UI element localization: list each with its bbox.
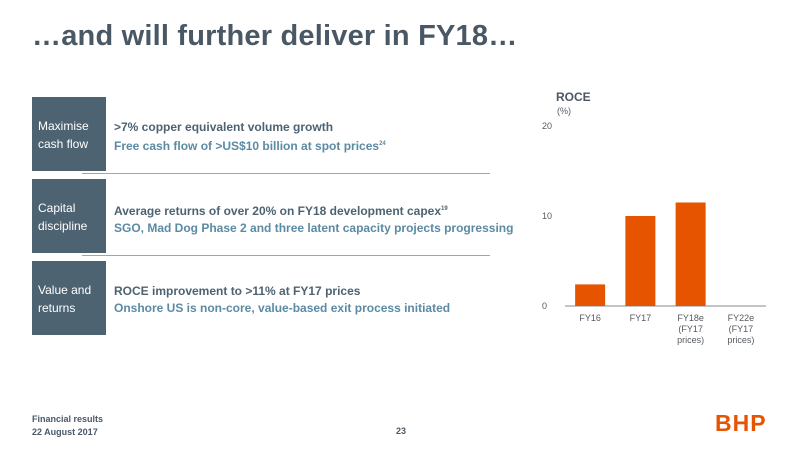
x-tick-label: FY18e (FY17 prices) bbox=[677, 313, 704, 345]
line-1-text: Average returns of over 20% on FY18 deve… bbox=[114, 204, 442, 218]
row-line-1: Average returns of over 20% on FY18 deve… bbox=[114, 201, 524, 220]
row-text: ROCE improvement to >11% at FY17 prices … bbox=[114, 283, 524, 317]
divider bbox=[82, 255, 490, 256]
roce-chart: ROCE (%) 0 10 20 FY16 FY17 FY18e (FY17 prices) F… bbox=[530, 88, 780, 358]
footnote-ref: 19 bbox=[441, 206, 448, 212]
footnote-ref: 24 bbox=[379, 141, 386, 147]
row-line-2: Onshore US is non-core, value-based exit… bbox=[114, 300, 524, 317]
row-label: Value and returns bbox=[32, 261, 106, 335]
line-2-text: Onshore US is non-core, value-based exit… bbox=[114, 301, 451, 315]
x-tick-label: FY17 bbox=[630, 313, 652, 323]
row-label: Capital discipline bbox=[32, 179, 106, 253]
divider bbox=[82, 173, 490, 174]
x-tick-label: FY16 bbox=[579, 313, 601, 323]
bar-fy16 bbox=[575, 284, 606, 306]
footer-date: 22 August 2017 bbox=[32, 427, 98, 437]
line-2-text: SGO, Mad Dog Phase 2 and three latent ca… bbox=[114, 221, 514, 235]
chart-title: ROCE bbox=[556, 90, 591, 104]
y-tick-label: 20 bbox=[542, 121, 552, 131]
row-line-2: SGO, Mad Dog Phase 2 and three latent ca… bbox=[114, 220, 524, 237]
bar-fy18e bbox=[675, 202, 706, 306]
row-text: >7% copper equivalent volume growth Free… bbox=[114, 119, 524, 155]
footer-info: Financial results 22 August 2017 bbox=[32, 413, 103, 439]
bar-fy17 bbox=[625, 216, 656, 306]
row-line-1: >7% copper equivalent volume growth bbox=[114, 119, 524, 136]
line-1-text: >7% copper equivalent volume growth bbox=[114, 120, 334, 134]
y-tick-label: 0 bbox=[542, 301, 547, 311]
footer-title: Financial results bbox=[32, 414, 104, 424]
chart-unit: (%) bbox=[557, 106, 571, 116]
chart-svg: 0 10 20 FY16 FY17 FY18e (FY17 prices) FY22e (FY17… bbox=[542, 121, 766, 345]
page-title: …and will further deliver in FY18… bbox=[32, 20, 518, 52]
row-text: Average returns of over 20% on FY18 deve… bbox=[114, 201, 524, 237]
page-number: 23 bbox=[396, 426, 407, 436]
x-tick-label: FY22e (FY17 prices) bbox=[727, 313, 754, 345]
y-tick-label: 10 bbox=[542, 211, 552, 221]
line-2-text: Free cash flow of >US$10 billion at spot… bbox=[114, 139, 380, 153]
row-label: Maximise cash flow bbox=[32, 97, 106, 171]
line-1-text: ROCE improvement to >11% at FY17 prices bbox=[114, 284, 361, 298]
row-line-2: Free cash flow of >US$10 billion at spot… bbox=[114, 136, 524, 155]
bhp-logo: BHP bbox=[715, 410, 767, 436]
row-line-1: ROCE improvement to >11% at FY17 prices bbox=[114, 283, 524, 300]
